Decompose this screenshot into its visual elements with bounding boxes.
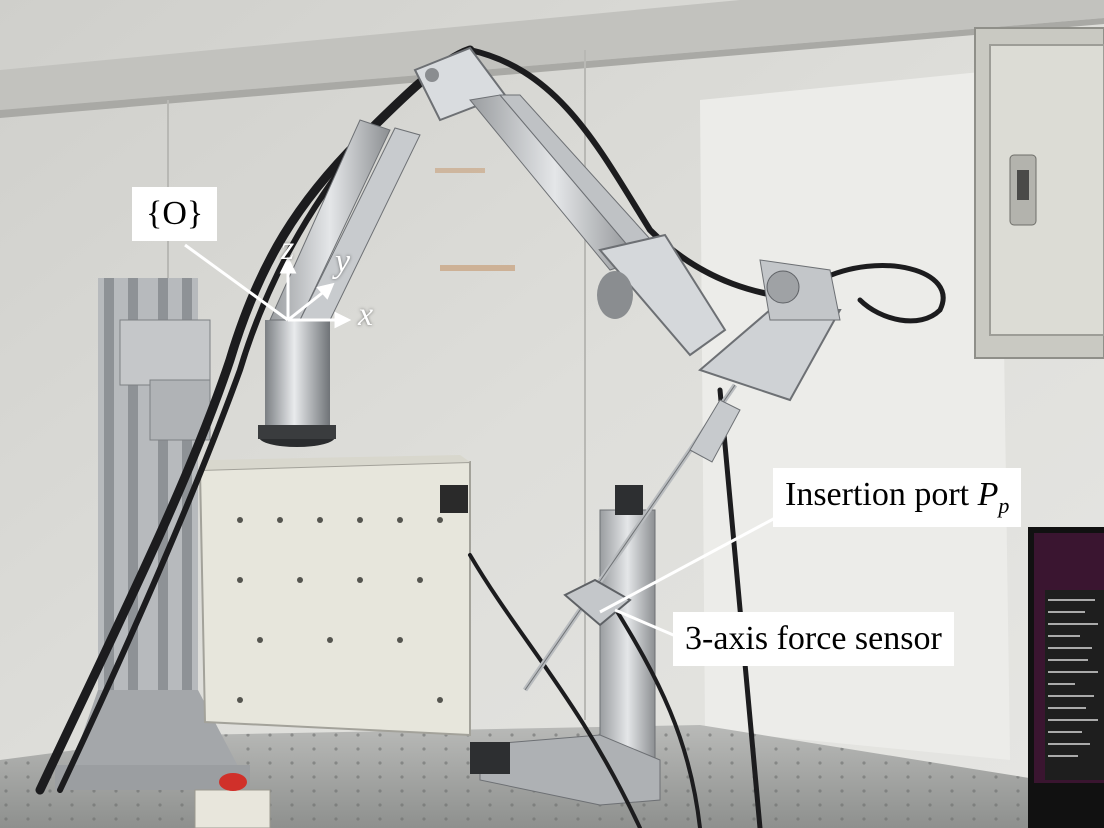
coordinate-frame [279, 256, 352, 329]
insertion-port-label: Insertion port Pp [773, 468, 1022, 527]
insertion-port-pointer-line [599, 508, 791, 614]
origin-label: {O} [132, 187, 218, 241]
control-box [198, 455, 471, 737]
force-sensor-label-text: 3-axis force sensor [685, 620, 942, 657]
white-board [700, 70, 1010, 760]
axis-z-label: z [281, 230, 295, 267]
electrical-cabinet [974, 27, 1104, 359]
insertion-port-symbol: P [977, 476, 999, 513]
origin-label-text: {O} [146, 195, 204, 232]
robot-arm [258, 46, 842, 692]
linear-stage [470, 485, 661, 806]
axis-y-label: y [335, 243, 351, 280]
axis-x-label: x [358, 296, 374, 333]
monitor [1028, 527, 1104, 828]
insertion-port-label-text: Insertion port [785, 476, 978, 513]
ceiling-trim [0, 0, 1104, 110]
insertion-port-subscript: p [998, 493, 1010, 518]
origin-pointer-line [184, 243, 289, 322]
emergency-stop [194, 773, 271, 828]
force-sensor-label: 3-axis force sensor [673, 612, 954, 666]
